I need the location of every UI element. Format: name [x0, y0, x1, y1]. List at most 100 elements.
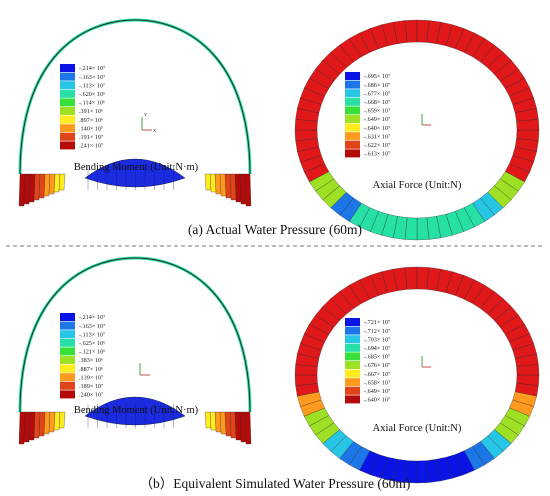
legend-swatch — [345, 132, 360, 141]
legend-value: -.114× 10⁶ — [79, 100, 105, 107]
axis-triad-icon — [139, 363, 150, 376]
moment-segment — [53, 411, 61, 431]
legend-value: -.649× 10⁷ — [364, 388, 390, 395]
legend-value: -.695× 10⁷ — [364, 73, 390, 80]
legend-value: -.163× 10⁷ — [79, 74, 105, 81]
legend-swatch — [345, 369, 360, 378]
legend-swatch — [60, 347, 75, 356]
legend-value: -.214× 10⁷ — [79, 65, 105, 72]
axial-force-label-a: Axial Force (Unit:N) — [373, 180, 462, 191]
legend-value: .241× 10⁷ — [79, 143, 103, 150]
lining-band — [18, 18, 252, 175]
legend-swatch — [60, 72, 75, 81]
bending-moment-diagram-b: -.214× 10⁷ -.163× 10⁷-.113× 10⁷ -.625× 10⁶… — [18, 256, 252, 445]
moment-segment — [209, 411, 217, 431]
moment-segment — [214, 411, 222, 433]
moment-segment — [234, 411, 242, 441]
legend-swatch — [60, 115, 75, 124]
moment-segment — [58, 411, 66, 429]
legend-swatch — [60, 98, 75, 107]
legend-swatch — [60, 373, 75, 382]
moment-segment — [204, 173, 212, 191]
moment-segment — [38, 411, 46, 437]
legend-swatch — [60, 390, 75, 399]
legend-swatch — [60, 321, 75, 330]
legend-swatch — [345, 335, 360, 344]
moment-segment — [43, 173, 51, 197]
legend-value: .140× 10⁷ — [79, 125, 103, 132]
legend-swatch — [60, 132, 75, 141]
moment-segment — [239, 411, 247, 443]
moment-segment — [48, 411, 56, 433]
legend-value: -.685× 10⁷ — [364, 354, 390, 361]
moment-segment — [234, 173, 242, 203]
moment-segment — [53, 173, 61, 193]
legend-swatch — [345, 123, 360, 132]
moment-segment — [58, 173, 66, 191]
legend-swatch — [60, 364, 75, 373]
legend-swatch — [60, 356, 75, 364]
legend-value: -.163× 10⁷ — [79, 323, 105, 330]
tunnel-outline-a — [19, 19, 251, 175]
legend-swatch — [345, 361, 360, 369]
legend-swatch — [60, 89, 75, 98]
legend-value: .887× 10⁶ — [79, 366, 103, 373]
legend-value: -.659× 10⁷ — [364, 108, 390, 115]
legend-swatch — [60, 338, 75, 347]
legend-swatch — [60, 81, 75, 90]
panel-a: -.214× 10⁷ -.163× 10⁷-.113× 10⁷ -.620× 10⁶… — [18, 18, 540, 241]
legend-value: .240× 10⁷ — [79, 392, 103, 399]
legend-swatch — [60, 124, 75, 133]
legend-swatch — [345, 395, 360, 404]
moment-segment — [18, 173, 26, 207]
legend-swatch — [345, 343, 360, 352]
legend-value: .139× 10⁷ — [79, 374, 103, 381]
legend-swatch — [345, 378, 360, 387]
moment-segment — [219, 173, 227, 197]
moment-segment — [28, 411, 36, 441]
legend-bending-a: -.214× 10⁷ -.163× 10⁷-.113× 10⁷ -.620× 10⁶… — [60, 64, 105, 150]
legend-swatch — [345, 140, 360, 149]
moment-segment — [239, 173, 247, 205]
legend-value: -.620× 10⁶ — [79, 91, 105, 98]
legend-value: -.686× 10⁷ — [364, 82, 390, 89]
invert-moment-bulge — [84, 158, 186, 188]
legend-value: -.640× 10⁷ — [364, 397, 390, 404]
axis-triad-icon — [421, 114, 431, 126]
legend-swatch — [345, 326, 360, 335]
moment-segment — [209, 173, 217, 193]
lining-band — [18, 256, 252, 413]
legend-value: -.668× 10⁷ — [364, 99, 390, 106]
moment-segment — [229, 173, 237, 201]
moment-segment — [244, 173, 252, 207]
moment-segment — [28, 173, 36, 203]
legend-axial-b: -.721× 10⁷ -.712× 10⁷-.703× 10⁷ -.694× 10⁷… — [345, 318, 390, 404]
axial-force-diagram-a: -.695× 10⁷ -.686× 10⁷-.677× 10⁷ -.668× 10⁷… — [294, 19, 540, 241]
axial-segment — [516, 364, 540, 376]
legend-value: .391× 10⁶ — [79, 108, 103, 115]
moment-segment — [219, 411, 227, 435]
legend-value: -.703× 10⁷ — [364, 336, 390, 343]
axis-triad-icon — [421, 356, 431, 368]
legend-value: -.694× 10⁷ — [364, 345, 390, 352]
legend-value: -.712× 10⁷ — [364, 328, 390, 335]
legend-axial-a: -.695× 10⁷ -.686× 10⁷-.677× 10⁷ -.668× 10⁷… — [345, 72, 390, 158]
legend-value: -.214× 10⁷ — [79, 314, 105, 321]
legend-swatch — [345, 115, 360, 123]
moment-segment — [244, 411, 252, 445]
legend-value: .191× 10⁷ — [79, 134, 103, 141]
caption-b: （b）Equivalent Simulated Water Pressure (… — [140, 476, 411, 491]
axial-force-label-b: Axial Force (Unit:N) — [373, 423, 462, 434]
legend-value: -.121× 10⁶ — [79, 349, 105, 356]
legend-swatch — [60, 313, 75, 321]
legend-swatch — [345, 149, 360, 158]
svg-text:Y: Y — [144, 112, 148, 117]
legend-swatch — [60, 64, 75, 72]
moment-segment — [18, 411, 26, 445]
legend-value: -.676× 10⁷ — [364, 362, 390, 369]
legend-value: -.677× 10⁷ — [364, 90, 390, 97]
legend-value: -.622× 10⁷ — [364, 142, 390, 149]
legend-swatch — [60, 381, 75, 390]
legend-value: -.625× 10⁶ — [79, 340, 105, 347]
